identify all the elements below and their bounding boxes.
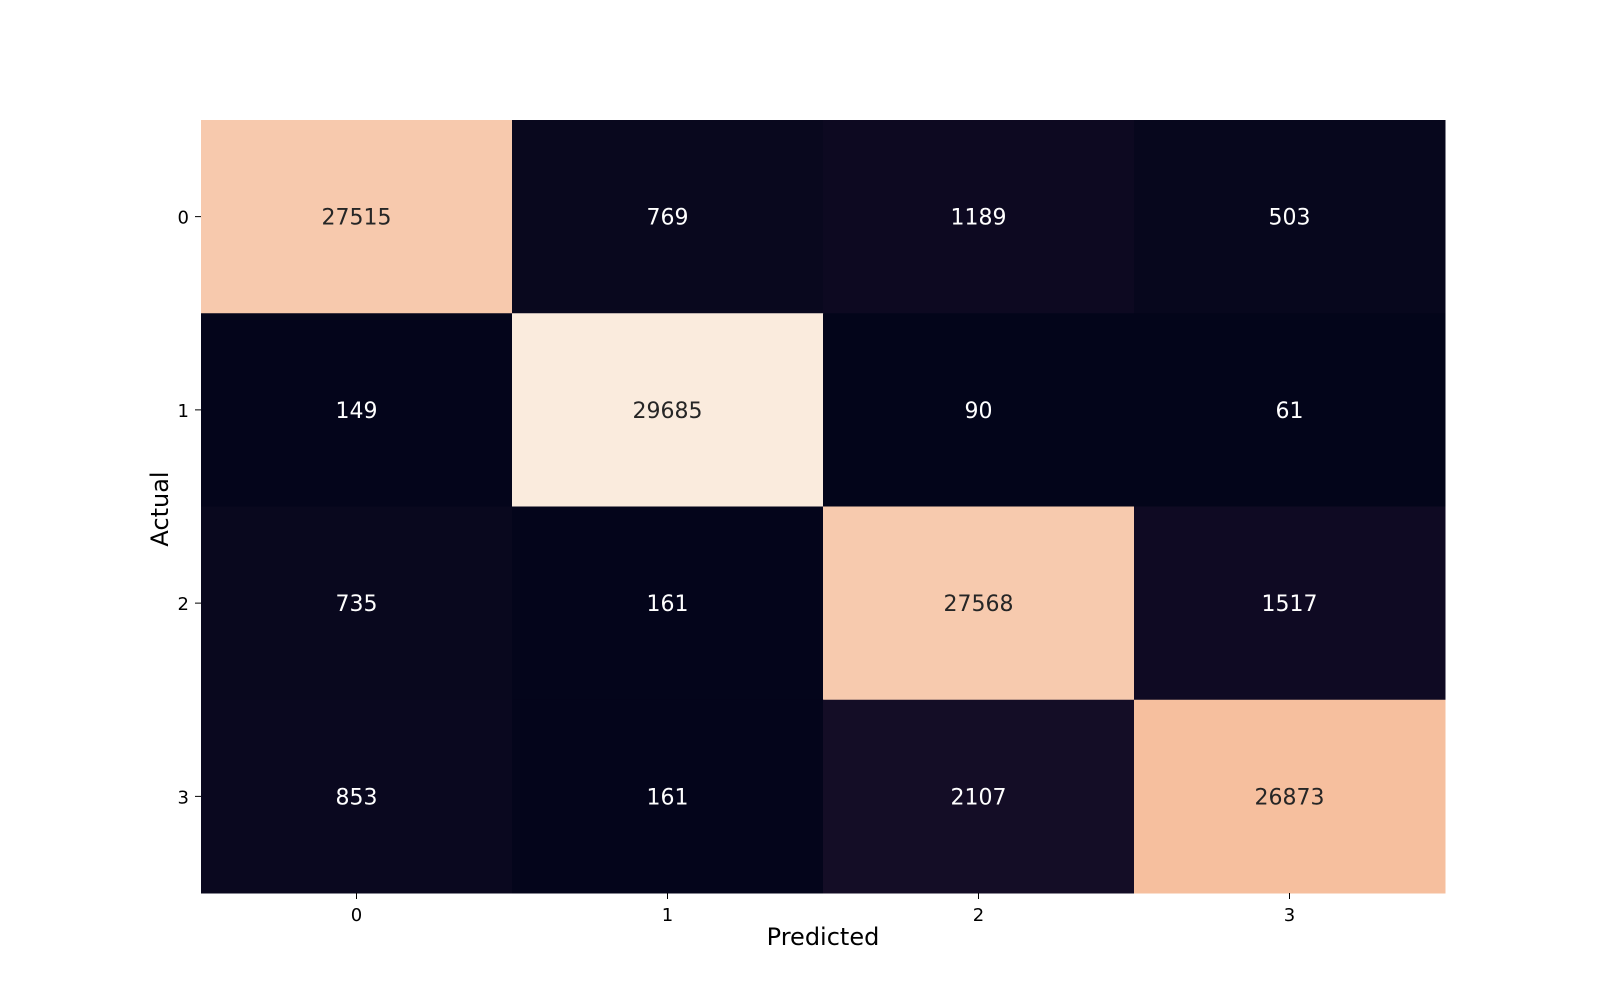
cell-value-label-r2-c2: 27568 [944, 592, 1014, 617]
heatmap-cell-r2-c0 [201, 506, 513, 701]
cell-value-label-r2-c0: 735 [336, 592, 378, 617]
cell-value-label-r0-c0: 27515 [322, 206, 392, 231]
cell-value-label-r1-c1: 29685 [633, 399, 703, 424]
heatmap-cell-r1-c0 [201, 313, 513, 507]
y-tick-label-0: 0 [178, 208, 189, 229]
cell-value-label-r3-c1: 161 [647, 785, 689, 810]
heatmap-cell-r3-c2 [823, 699, 1135, 894]
heatmap-cell-labels: 27515 769 1189 503 149 29685 90 61 735 161 27568 15… [322, 206, 1325, 811]
x-tick-label-0: 0 [351, 905, 362, 926]
heatmap-cell-r0-c1 [512, 120, 824, 314]
cell-value-label-r0-c2: 1189 [951, 206, 1007, 231]
cell-value-label-r3-c0: 853 [336, 785, 378, 810]
cell-value-label-r0-c3: 503 [1269, 206, 1311, 231]
cell-value-label-r2-c1: 161 [647, 592, 689, 617]
y-tick-label-2: 2 [178, 594, 189, 615]
heatmap-cell-r0-c2 [823, 120, 1135, 314]
heatmap-cell-r1-c2 [823, 313, 1135, 507]
heatmap-cell-r1-c1 [512, 313, 824, 507]
heatmap-cell-r2-c2 [823, 506, 1135, 701]
cell-value-label-r1-c3: 61 [1276, 399, 1304, 424]
y-tick-label-3: 3 [178, 787, 189, 808]
heatmap-cell-r2-c3 [1134, 506, 1446, 701]
cell-value-label-r1-c0: 149 [336, 399, 378, 424]
heatmap-cell-r3-c1 [512, 699, 824, 894]
axis-ticks: 0 1 2 3 0 1 2 3 [178, 208, 1296, 926]
x-tick-label-2: 2 [973, 905, 984, 926]
heatmap-cell-r3-c3 [1134, 699, 1446, 894]
heatmap-cell-r2-c1 [512, 506, 824, 701]
x-axis-label: Predicted [767, 923, 880, 951]
cell-value-label-r2-c3: 1517 [1262, 592, 1318, 617]
heatmap-cell-r1-c3 [1134, 313, 1446, 507]
heatmap-cell-r3-c0 [201, 699, 513, 894]
x-tick-label-3: 3 [1284, 905, 1295, 926]
heatmap-cell-r0-c0 [201, 120, 513, 314]
y-tick-label-1: 1 [178, 401, 189, 422]
cell-value-label-r1-c2: 90 [965, 399, 993, 424]
cell-value-label-r0-c1: 769 [647, 206, 689, 231]
cell-value-label-r3-c3: 26873 [1255, 785, 1325, 810]
cell-value-label-r3-c2: 2107 [951, 785, 1007, 810]
heatmap-cells [201, 120, 1446, 894]
heatmap-cell-r0-c3 [1134, 120, 1446, 314]
x-tick-label-1: 1 [662, 905, 673, 926]
y-axis-label: Actual [146, 471, 174, 546]
